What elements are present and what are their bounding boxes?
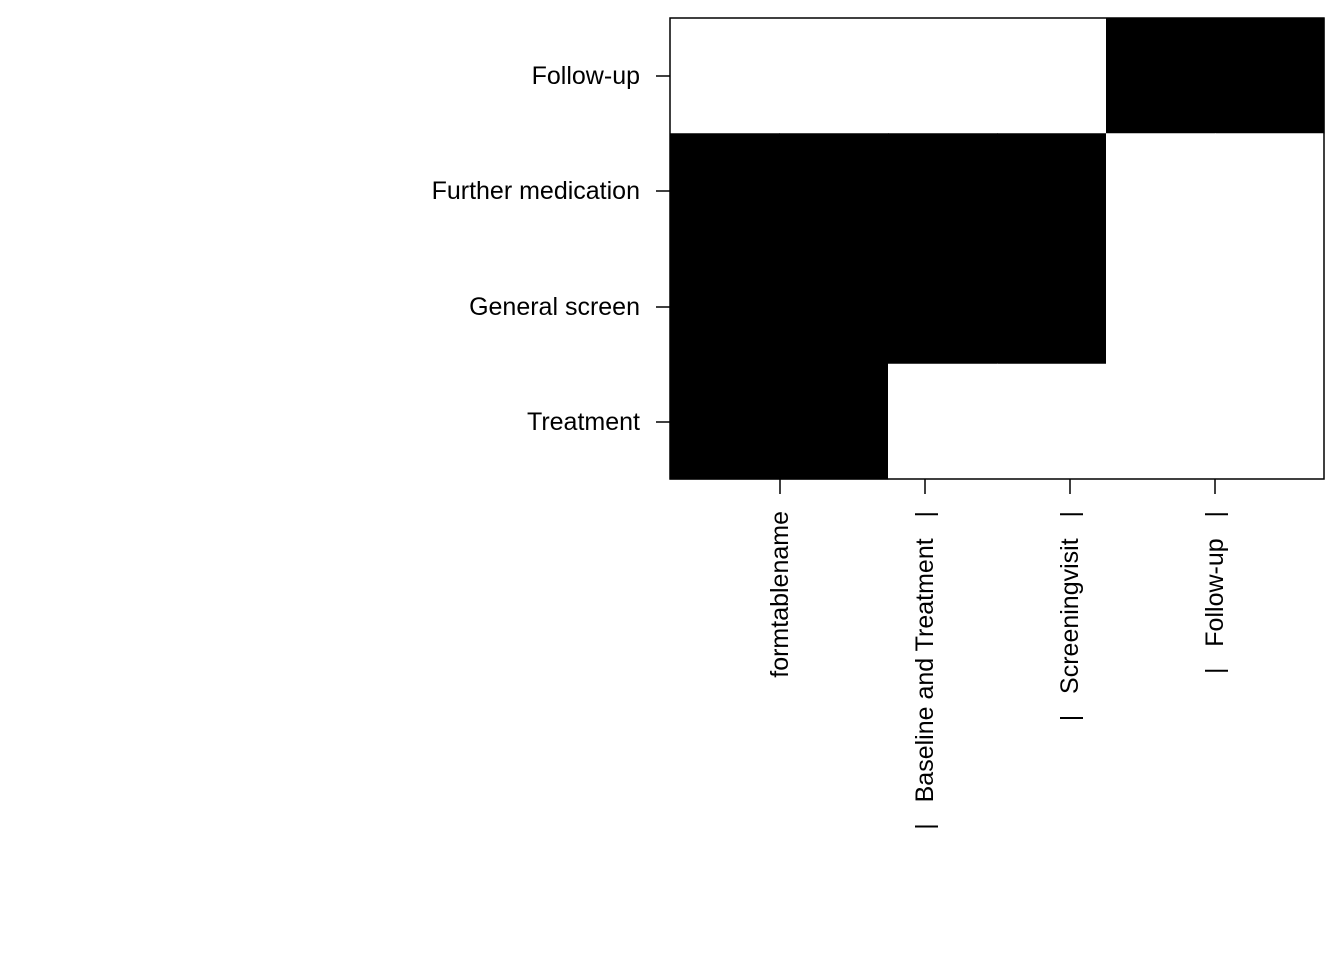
y-tick-label: Treatment xyxy=(527,408,640,436)
heatmap-cell xyxy=(888,133,998,250)
heatmap-cell xyxy=(779,18,889,134)
heatmap-cell xyxy=(997,363,1107,480)
heatmap-cell xyxy=(670,18,780,134)
x-tick-label: | Screeningvisit | xyxy=(1056,511,1084,721)
heatmap-cell xyxy=(670,248,780,365)
x-tick-label: formtablename xyxy=(766,511,794,678)
x-tick-label: | Follow-up | xyxy=(1201,511,1229,674)
heatmap-cell xyxy=(1215,18,1325,134)
heatmap-cell xyxy=(670,363,780,480)
heatmap-cells xyxy=(670,18,1325,480)
heatmap-cell xyxy=(1215,248,1325,365)
heatmap-cell xyxy=(670,133,780,250)
heatmap-cell xyxy=(1106,133,1216,250)
heatmap-cell xyxy=(1106,18,1216,134)
y-tick-label: General screen xyxy=(469,293,640,321)
heatmap-cell xyxy=(1215,363,1325,480)
y-tick-label: Further medication xyxy=(432,177,640,205)
y-axis: Follow-up Further medication General scr… xyxy=(432,62,670,436)
plot-frame xyxy=(669,17,1325,480)
heatmap-cell xyxy=(997,18,1107,134)
heatmap-cell xyxy=(779,363,889,480)
heatmap-cell xyxy=(888,248,998,365)
heatmap-cell xyxy=(888,363,998,480)
heatmap-cell xyxy=(997,133,1107,250)
heatmap-cell xyxy=(779,248,889,365)
y-tick-label: Follow-up xyxy=(532,62,640,90)
x-axis: formtablename | Baseline and Treatment |… xyxy=(766,479,1229,830)
x-tick-label: | Baseline and Treatment | xyxy=(911,511,939,830)
heatmap-cell xyxy=(1106,248,1216,365)
heatmap-cell xyxy=(888,18,998,134)
heatmap-cell xyxy=(1215,133,1325,250)
heatmap-cell xyxy=(779,133,889,250)
heatmap-cell xyxy=(1106,363,1216,480)
heatmap-cell xyxy=(997,248,1107,365)
